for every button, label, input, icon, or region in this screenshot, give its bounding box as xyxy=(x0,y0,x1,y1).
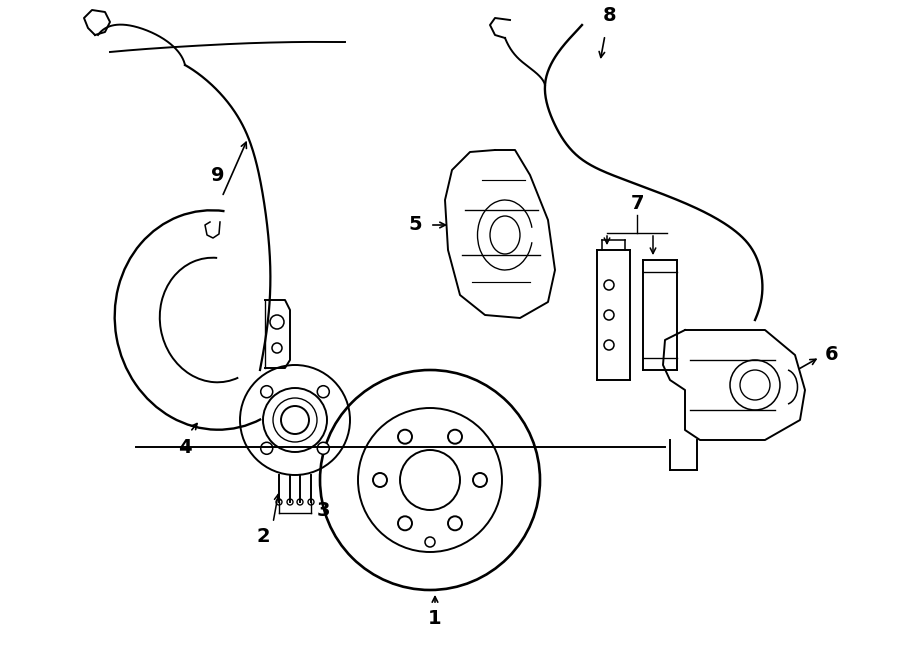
Text: 7: 7 xyxy=(630,194,644,213)
Text: 6: 6 xyxy=(825,346,839,364)
Text: 9: 9 xyxy=(212,166,225,185)
Circle shape xyxy=(318,442,329,454)
Circle shape xyxy=(318,386,329,398)
Text: 1: 1 xyxy=(428,609,442,628)
Text: 5: 5 xyxy=(409,215,422,235)
Circle shape xyxy=(276,499,282,505)
Circle shape xyxy=(287,499,293,505)
Circle shape xyxy=(261,442,273,454)
Text: 4: 4 xyxy=(178,438,192,457)
Text: 8: 8 xyxy=(603,6,616,25)
Circle shape xyxy=(261,386,273,398)
Circle shape xyxy=(297,499,303,505)
Circle shape xyxy=(308,499,314,505)
Text: 2: 2 xyxy=(256,527,270,546)
Text: 3: 3 xyxy=(317,502,330,520)
